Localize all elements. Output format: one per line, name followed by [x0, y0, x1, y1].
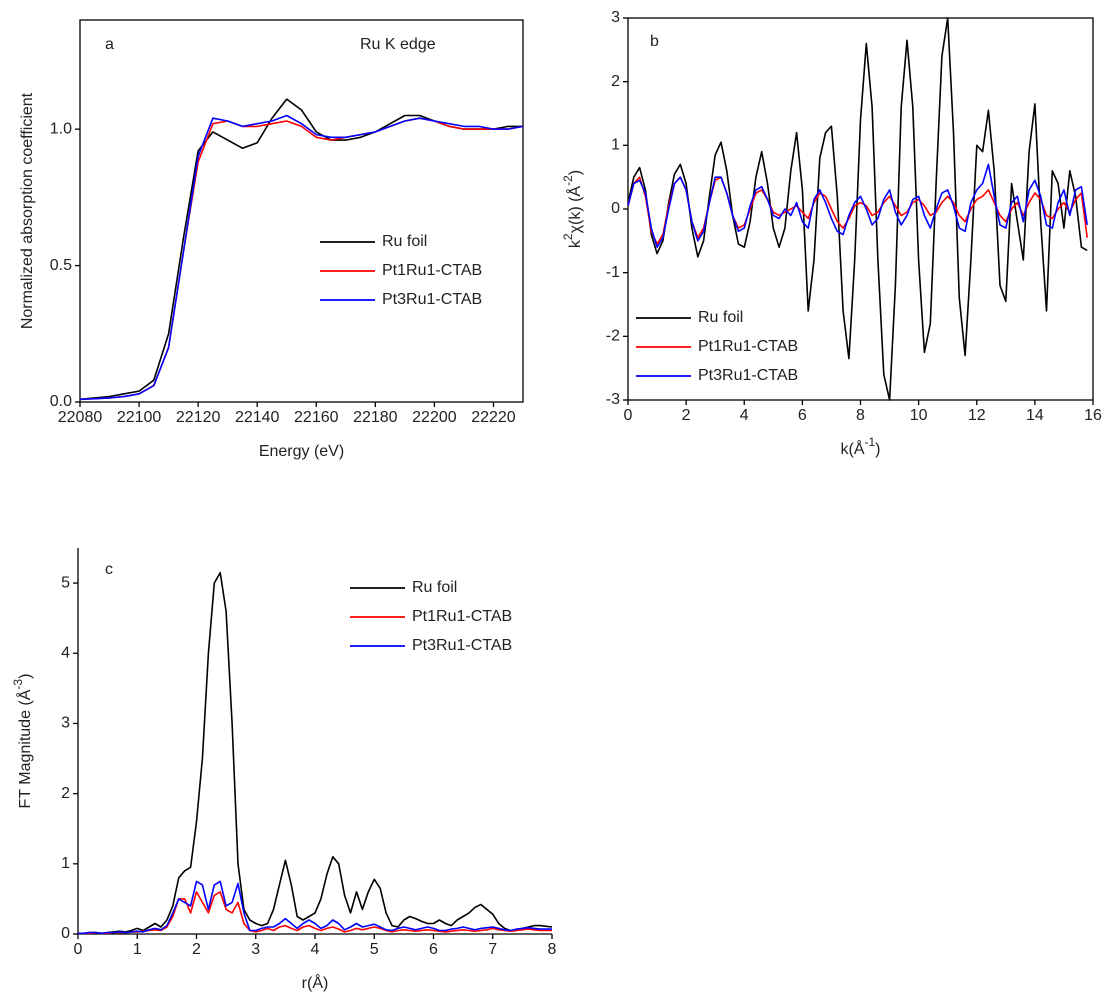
x-tick-label: 22140	[235, 409, 280, 426]
x-tick-label: 22200	[412, 409, 457, 426]
x-tick-label: 14	[1026, 407, 1044, 424]
y-tick-label: 5	[61, 574, 70, 591]
y-axis-label-part: χ(k) (Å	[565, 186, 584, 234]
y-tick-label: 3	[61, 715, 70, 732]
legend-label: Pt3Ru1-CTAB	[698, 367, 798, 384]
x-tick-label: 8	[856, 407, 865, 424]
annotation: Ru K edge	[360, 36, 436, 53]
x-tick-label: 6	[429, 941, 438, 958]
panel-label: a	[105, 36, 114, 53]
data-line	[79, 117, 524, 401]
legend-label: Pt3Ru1-CTAB	[382, 291, 482, 308]
data-line	[79, 114, 524, 401]
data-line	[627, 17, 1088, 401]
y-tick-label: 2	[61, 785, 70, 802]
x-tick-label: 7	[488, 941, 497, 958]
x-tick-label: 6	[798, 407, 807, 424]
legend-label: Pt1Ru1-CTAB	[412, 608, 512, 625]
x-tick-label: 12	[968, 407, 986, 424]
y-axis-label-part: )	[567, 170, 584, 175]
x-axis-label: Energy (eV)	[259, 443, 344, 460]
panel-label: b	[650, 33, 659, 50]
x-tick-label: 22120	[176, 409, 221, 426]
x-tick-label: 3	[251, 941, 260, 958]
x-tick-label: 22100	[117, 409, 162, 426]
x-tick-label: 22180	[353, 409, 398, 426]
x-tick-label: 1	[133, 941, 142, 958]
x-tick-label: 2	[682, 407, 691, 424]
x-axis-label-part: )	[875, 441, 880, 458]
y-tick-label: 4	[61, 644, 70, 661]
y-axis-label: FT Magnitude (Å-3)	[11, 674, 34, 809]
legend-label: Pt1Ru1-CTAB	[698, 338, 798, 355]
x-tick-label: 4	[311, 941, 320, 958]
plot-frame	[79, 19, 524, 403]
y-axis-label-part: 2	[561, 233, 575, 240]
y-tick-label: 3	[611, 9, 620, 26]
x-axis-label-part: -1	[865, 435, 876, 449]
legend-label: Ru foil	[412, 579, 457, 596]
legend-label: Pt3Ru1-CTAB	[412, 637, 512, 654]
y-tick-label: -3	[606, 391, 620, 408]
data-line	[78, 891, 552, 935]
x-axis-label: r(Å)	[302, 973, 329, 992]
data-line	[79, 98, 523, 401]
x-tick-label: 22080	[58, 409, 103, 426]
y-tick-label: 0	[611, 200, 620, 217]
x-tick-label: 22220	[471, 409, 516, 426]
x-tick-label: 2	[192, 941, 201, 958]
y-tick-label: 1	[61, 855, 70, 872]
y-axis-label-part: FT Magnitude (Å	[15, 689, 34, 808]
y-tick-label: -1	[606, 264, 620, 281]
y-axis-label-part: k	[567, 239, 584, 248]
x-tick-label: 0	[74, 941, 83, 958]
y-axis-label-part: -3	[11, 679, 25, 690]
y-axis-label-part: )	[17, 674, 34, 679]
legend-label: Ru foil	[698, 309, 743, 326]
x-tick-label: 16	[1084, 407, 1102, 424]
y-axis-label-part: -2	[561, 175, 575, 186]
x-tick-label: 5	[370, 941, 379, 958]
y-tick-label: 0.0	[50, 393, 72, 410]
y-tick-label: 0	[61, 925, 70, 942]
x-tick-label: 22160	[294, 409, 339, 426]
panel-label: c	[105, 561, 113, 578]
y-tick-label: 2	[611, 73, 620, 90]
data-line	[78, 571, 553, 935]
data-line	[627, 163, 1088, 248]
y-axis-label: Normalized absorption coefficient	[19, 92, 36, 329]
y-tick-label: -2	[606, 328, 620, 345]
x-tick-label: 0	[624, 407, 633, 424]
x-tick-label: 4	[740, 407, 749, 424]
x-tick-label: 8	[548, 941, 557, 958]
x-axis-label: k(Å-1)	[841, 435, 881, 458]
y-tick-label: 0.5	[50, 257, 72, 274]
y-axis-label: k2χ(k) (Å-2)	[561, 170, 584, 248]
legend-label: Pt1Ru1-CTAB	[382, 262, 482, 279]
legend-label: Ru foil	[382, 233, 427, 250]
y-tick-label: 1	[611, 137, 620, 154]
x-axis-label-part: k(Å	[841, 439, 865, 458]
y-tick-label: 1.0	[50, 120, 72, 137]
x-tick-label: 10	[910, 407, 928, 424]
data-line	[78, 880, 552, 935]
